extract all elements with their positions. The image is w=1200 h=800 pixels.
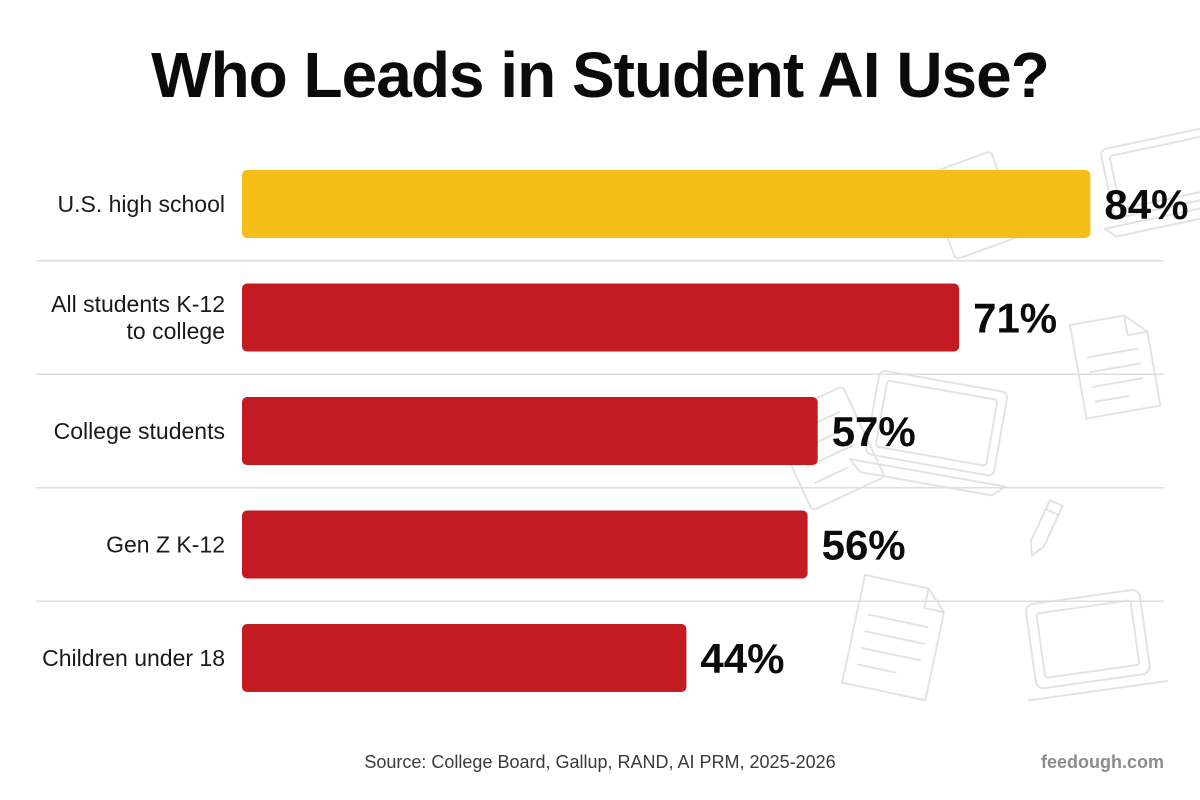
value-label-4: 56% [822,522,906,569]
page-title: Who Leads in Student AI Use? [151,39,1050,111]
document-doodle-icon [841,574,945,702]
category-label-1: U.S. high school [58,191,225,217]
brand-label: feedough.com [1040,752,1164,772]
value-label-1: 84% [1104,181,1188,228]
laptop-doodle-icon [849,369,1009,497]
bar-5 [242,624,687,692]
category-label-2: All students K-12 to college [51,291,225,344]
value-label-5: 44% [700,635,784,682]
bar-4 [242,510,808,579]
category-label-5: Children under 18 [42,645,225,671]
bar-3 [242,397,818,465]
category-label-3: College students [54,418,225,444]
document-doodle-icon [1069,314,1162,420]
laptop-doodle-icon [1100,127,1200,238]
source-note: Source: College Board, Gallup, RAND, AI … [364,752,836,772]
bar-1 [242,170,1091,238]
value-label-2: 71% [973,295,1057,342]
category-label-4: Gen Z K-12 [106,532,225,558]
pencil-doodle-icon [1029,499,1064,557]
tablet-doodle-icon [1025,589,1168,702]
bar-2 [242,283,960,352]
value-label-3: 57% [832,408,916,455]
